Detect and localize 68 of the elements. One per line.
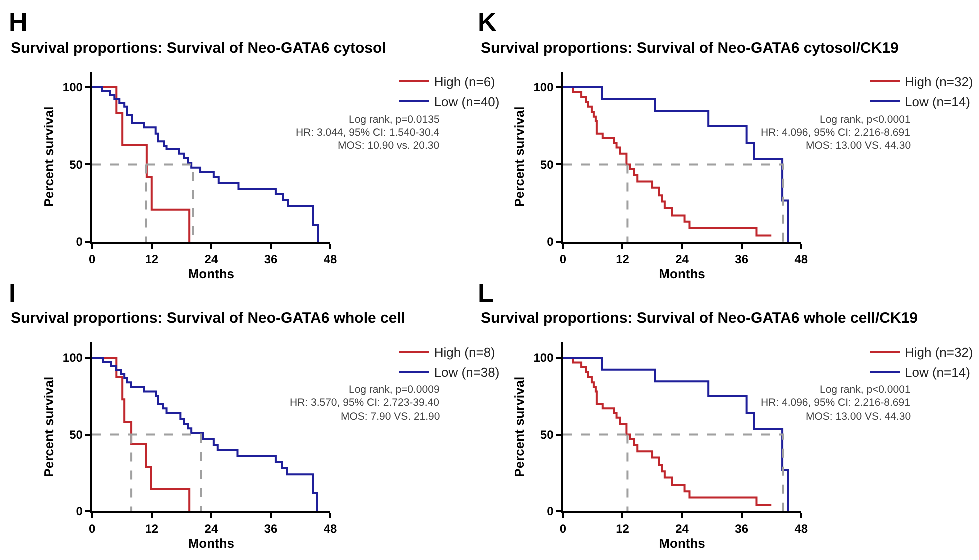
y-axis-title: Percent survival	[512, 376, 528, 478]
x-tick-label: 48	[324, 252, 338, 266]
x-tick-label: 12	[145, 252, 159, 266]
legend-label: Low (n=14)	[905, 365, 970, 380]
y-axis-title: Percent survival	[512, 106, 528, 208]
x-tick-label: 24	[676, 252, 690, 266]
chart-title: Survival proportions: Survival of Neo-GATA6 whole cell/CK19	[481, 310, 918, 327]
y-tick-label: 50	[540, 158, 554, 172]
legend-label: High (n=32)	[905, 345, 974, 360]
y-tick-label: 100	[534, 351, 554, 366]
x-tick-label: 24	[204, 252, 218, 266]
x-tick-label: 12	[616, 522, 630, 536]
text: MOS: 13.00 VS. 44.30	[806, 411, 912, 423]
y-axis-title: Percent survival	[41, 376, 56, 478]
x-axis-title: Months	[659, 266, 706, 282]
text: K	[478, 7, 497, 37]
x-tick-label: 24	[204, 522, 218, 536]
text: Log rank, p=0.0135	[349, 114, 440, 126]
x-tick-label: 12	[145, 522, 159, 536]
text: Log rank, p<0.0001	[820, 114, 911, 126]
x-tick-label: 0	[560, 522, 567, 536]
chart-title: Survival proportions: Survival of Neo-GATA6 cytosol/CK19	[481, 40, 899, 57]
y-tick-label: 100	[62, 351, 84, 366]
legend-label: High (n=32)	[905, 74, 974, 90]
y-tick-label: 50	[70, 158, 84, 172]
y-tick-label: 100	[62, 80, 84, 95]
x-tick-label: 36	[264, 252, 278, 266]
y-tick-label: 0	[547, 504, 554, 519]
annotation: HR: 4.096, 95% CI: 2.216-8.691	[761, 127, 911, 139]
text: MOS: 10.90 vs. 20.30	[338, 140, 440, 152]
x-axis-title: Months	[188, 536, 235, 552]
y-tick-label: 50	[540, 428, 554, 442]
annotation: HR: 3.570, 95% CI: 2.723-39.40	[290, 397, 440, 409]
chart-title: Survival proportions: Survival of Neo-GATA6 cytosol	[11, 40, 386, 57]
annotation: HR: 4.096, 95% CI: 2.216-8.691	[761, 397, 911, 409]
text: MOS: 7.90 VS. 21.90	[341, 411, 440, 423]
legend-label: High (n=8)	[434, 345, 496, 360]
x-tick-label: 36	[735, 252, 749, 266]
x-tick-label: 48	[794, 522, 808, 536]
x-tick-label: 48	[324, 522, 338, 536]
y-tick-label: 0	[76, 504, 84, 519]
text: Log rank, p<0.0001	[820, 384, 911, 396]
y-tick-label: 0	[547, 235, 554, 250]
x-tick-label: 0	[88, 522, 96, 536]
x-tick-label: 48	[794, 252, 808, 266]
y-tick-label: 100	[534, 80, 554, 95]
text: L	[478, 278, 494, 308]
x-tick-label: 0	[560, 252, 567, 266]
legend-label: Low (n=38)	[434, 365, 500, 380]
chart-title: Survival proportions: Survival of Neo-GATA6 whole cell	[11, 310, 406, 327]
x-axis-title: Months	[659, 536, 706, 552]
annotation: HR: 3.044, 95% CI: 1.540-30.4	[296, 127, 440, 139]
x-axis-title: Months	[188, 266, 235, 282]
legend-label: Low (n=40)	[434, 94, 500, 110]
text: Log rank, p=0.0009	[349, 384, 440, 396]
x-tick-label: 12	[616, 252, 630, 266]
x-tick-label: 36	[264, 522, 278, 536]
text: MOS: 13.00 VS. 44.30	[806, 140, 912, 152]
x-tick-label: 0	[88, 252, 96, 266]
y-tick-label: 0	[76, 235, 84, 250]
y-axis-title: Percent survival	[41, 106, 56, 208]
x-tick-label: 24	[676, 522, 690, 536]
x-tick-label: 36	[735, 522, 749, 536]
text: I	[9, 278, 16, 308]
legend-label: High (n=6)	[434, 74, 496, 90]
text: H	[9, 7, 28, 37]
y-tick-label: 50	[70, 428, 84, 442]
legend-label: Low (n=14)	[905, 94, 970, 110]
